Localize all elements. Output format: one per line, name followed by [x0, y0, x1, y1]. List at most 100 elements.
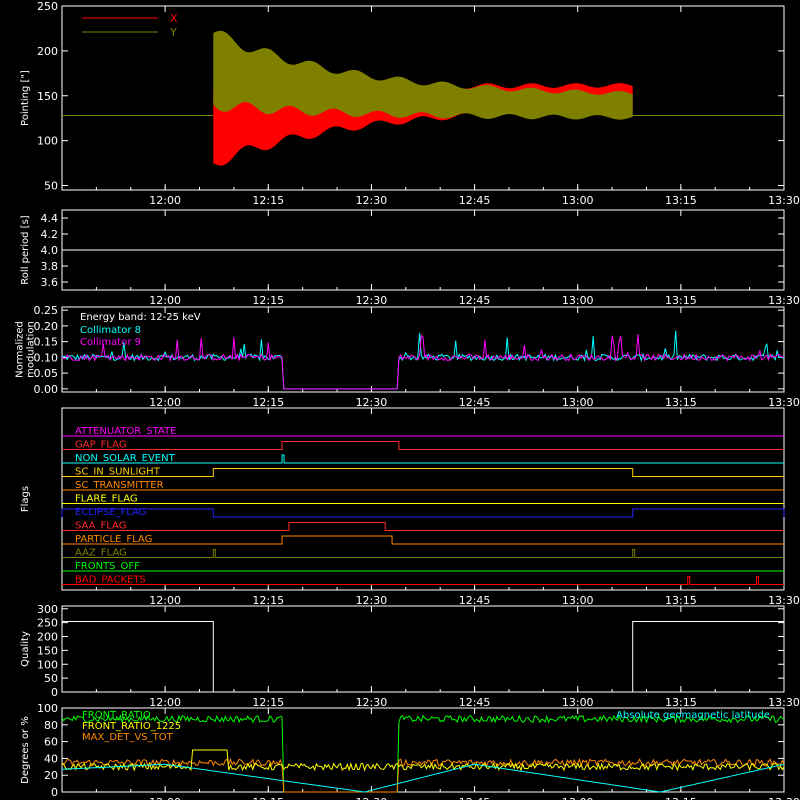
y-tick-label: 4.4 — [41, 212, 59, 225]
x-tick-label: 12:45 — [459, 396, 491, 409]
y-tick-label: 3.8 — [41, 260, 59, 273]
flag-label-non-solar-event: NON_SOLAR_EVENT — [75, 453, 176, 464]
y-tick-label: 0.00 — [34, 383, 59, 396]
y-axis-label: Flags — [20, 486, 31, 512]
flag-line-particle-flag — [62, 535, 784, 545]
x-tick-label: 13:00 — [562, 294, 594, 307]
y-tick-label: 50 — [44, 672, 58, 685]
y-axis-label: Quality — [20, 631, 31, 667]
flag-line-eclipse-flag — [61, 508, 785, 518]
x-tick-label: 13:15 — [665, 194, 697, 207]
flag-label-saa-flag: SAA_FLAG — [75, 521, 126, 532]
panel-6: 12:00 12:15 12:30 12:45 13:00 13:15 13:30 0 20 40… — [20, 702, 800, 800]
y-tick-label: 300 — [37, 603, 58, 616]
panel-frame — [61, 5, 785, 191]
flag-label-sc-transmitter: SC_TRANSMITTER — [75, 480, 164, 491]
x-tick-label: 13:15 — [665, 294, 697, 307]
modulation-series-9 — [61, 333, 785, 390]
panel-frame — [61, 407, 785, 591]
x-tick-label: 12:30 — [356, 796, 388, 800]
x-tick-label: 13:00 — [562, 796, 594, 800]
panel-2: 12:00 12:15 12:30 12:45 13:00 13:15 13:30 3.6 3.… — [20, 209, 800, 307]
y-axis-label: modulation — [26, 321, 37, 378]
x-tick-label: 12:45 — [459, 696, 491, 709]
x-tick-label: 13:30 — [768, 396, 800, 409]
flag-line-saa-flag — [62, 522, 784, 531]
y-tick-label: 3.6 — [41, 276, 59, 289]
flag-label-attenuator-state: ATTENUATOR_STATE — [75, 426, 176, 437]
y-axis-label: Pointing ["] — [20, 70, 31, 126]
y-tick-label: 250 — [37, 617, 58, 630]
x-tick-label: 12:30 — [356, 696, 388, 709]
flag-label-sc-in-sunlight: SC_IN_SUNLIGHT — [75, 467, 161, 478]
x-tick-label: 12:15 — [252, 396, 284, 409]
flag-label-fronts-off: FRONTS_OFF — [75, 561, 140, 572]
flag-label-eclipse-flag: ECLIPSE_FLAG — [75, 507, 146, 518]
y-tick-label: 50 — [44, 180, 58, 193]
y-tick-label: 60 — [44, 736, 58, 749]
quality-line — [62, 621, 784, 693]
x-tick-label: 13:00 — [562, 396, 594, 409]
y-tick-label: 0.15 — [34, 336, 59, 349]
x-tick-label: 13:30 — [768, 696, 800, 709]
x-tick-label: 12:30 — [356, 294, 388, 307]
legend-collimator-8: Collimator 8 — [80, 325, 141, 336]
flag-label-bad-packets: BAD_PACKETS — [75, 575, 146, 586]
y-tick-label: 100 — [37, 702, 58, 715]
legend-collimator-9: Collimator 9 — [80, 337, 141, 348]
y-tick-label: 0 — [51, 686, 58, 699]
y-tick-label: 100 — [37, 135, 58, 148]
flag-label-gap-flag: GAP_FLAG — [75, 440, 127, 451]
x-tick-label: 12:15 — [252, 194, 284, 207]
flag-line-non-solar-event — [62, 454, 784, 464]
y-tick-label: 4.2 — [41, 228, 59, 241]
panel-5: 12:00 12:15 12:30 12:45 13:00 13:15 13:30 05010… — [20, 603, 800, 709]
pointing-band-y — [213, 30, 633, 120]
y-tick-label: 150 — [37, 644, 58, 657]
x-tick-label: 13:30 — [768, 294, 800, 307]
legend-front-ratio-1225: FRONT_RATIO_1225 — [82, 721, 181, 732]
y-tick-label: 80 — [44, 719, 58, 732]
x-tick-label: 13:15 — [665, 796, 697, 800]
y-tick-label: 0 — [51, 786, 58, 799]
y-axis-label: Normalized — [15, 321, 26, 378]
y-tick-label: 250 — [37, 0, 58, 13]
panel-1: 12:00 12:15 12:30 12:45 13:00 13:15 13:30 50 100… — [20, 0, 800, 207]
flag-line-gap-flag — [62, 441, 784, 450]
x-tick-label: 12:45 — [459, 294, 491, 307]
x-tick-label: 12:00 — [149, 396, 181, 409]
x-tick-label: 12:15 — [252, 294, 284, 307]
x-tick-label: 13:00 — [562, 594, 594, 607]
x-tick-label: 12:00 — [149, 194, 181, 207]
panel-frame — [61, 707, 785, 793]
y-tick-label: 100 — [37, 658, 58, 671]
y-tick-label: 0.20 — [34, 320, 59, 333]
x-tick-label: 13:30 — [768, 796, 800, 800]
ratio-series-max-det-vs-tot — [61, 757, 785, 793]
energy-band-annotation: Energy band: 12-25 keV — [80, 312, 201, 323]
x-tick-label: 12:00 — [149, 294, 181, 307]
y-tick-label: 200 — [37, 45, 58, 58]
y-tick-label: 200 — [37, 631, 58, 644]
x-tick-label: 13:15 — [665, 696, 697, 709]
x-tick-label: 12:45 — [459, 796, 491, 800]
ratio-series-front-ratio-1225 — [61, 749, 785, 772]
legend-max-det-vs-tot: MAX_DET_VS_TOT — [82, 732, 174, 743]
x-tick-label: 12:15 — [252, 696, 284, 709]
flag-label-particle-flag: PARTICLE_FLAG — [75, 534, 152, 545]
x-tick-label: 13:00 — [562, 194, 594, 207]
x-tick-label: 13:00 — [562, 696, 594, 709]
y-tick-label: 150 — [37, 90, 58, 103]
y-tick-label: 4.0 — [41, 244, 59, 257]
legend-label-y: Y — [169, 26, 177, 39]
ratio-series-front-ratio — [61, 714, 785, 793]
flag-line-aaz-flag — [62, 549, 784, 558]
y-tick-label: 0.25 — [34, 304, 59, 317]
x-tick-label: 12:15 — [252, 594, 284, 607]
y-tick-label: 0.10 — [34, 351, 59, 364]
x-tick-label: 13:15 — [665, 594, 697, 607]
x-tick-label: 12:30 — [356, 194, 388, 207]
x-tick-label: 12:30 — [356, 594, 388, 607]
x-tick-label: 12:00 — [149, 594, 181, 607]
